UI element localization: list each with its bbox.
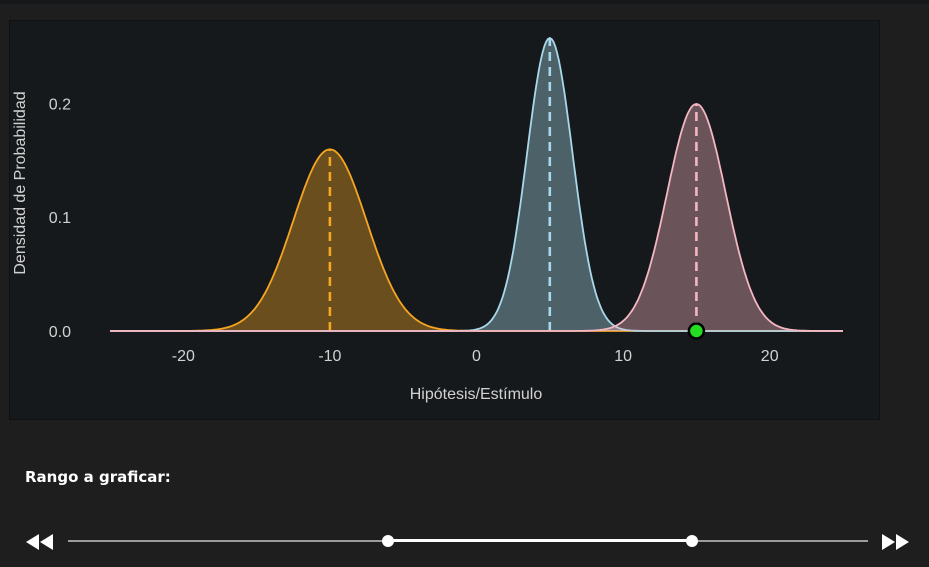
rewind-icon bbox=[26, 534, 53, 550]
y-axis-label: Densidad de Probabilidad bbox=[12, 91, 29, 274]
y-tick-label: 0.0 bbox=[49, 324, 71, 341]
chart-svg: 0.0 0.1 0.2 -20 -10 0 10 20 Hipótesis/Estímulo De… bbox=[12, 36, 843, 403]
slider-selected-range bbox=[388, 539, 692, 542]
x-tick-label: -10 bbox=[318, 348, 341, 365]
x-tick-label: -20 bbox=[172, 348, 195, 365]
range-label: Rango a graficar: bbox=[25, 468, 171, 486]
density-area-1 bbox=[110, 149, 843, 331]
x-tick-label: 0 bbox=[472, 348, 481, 365]
x-tick-label: 20 bbox=[761, 348, 779, 365]
slider-thumb-high[interactable] bbox=[686, 535, 698, 547]
y-tick-label: 0.2 bbox=[49, 96, 71, 113]
fast-forward-icon bbox=[882, 534, 909, 550]
x-axis-label: Hipótesis/Estímulo bbox=[410, 386, 543, 403]
top-strip bbox=[0, 0, 929, 4]
range-slider[interactable] bbox=[68, 528, 868, 554]
selected-point-marker bbox=[687, 322, 706, 340]
x-tick-label: 10 bbox=[614, 348, 632, 365]
density-curve-3 bbox=[110, 102, 843, 332]
fast-forward-button[interactable] bbox=[880, 531, 910, 553]
chart-panel: 0.0 0.1 0.2 -20 -10 0 10 20 Hipótesis/Estímulo De… bbox=[9, 20, 880, 420]
rewind-button[interactable] bbox=[25, 531, 55, 553]
slider-thumb-low[interactable] bbox=[382, 535, 394, 547]
density-area-3 bbox=[110, 103, 843, 332]
y-tick-label: 0.1 bbox=[49, 210, 71, 227]
